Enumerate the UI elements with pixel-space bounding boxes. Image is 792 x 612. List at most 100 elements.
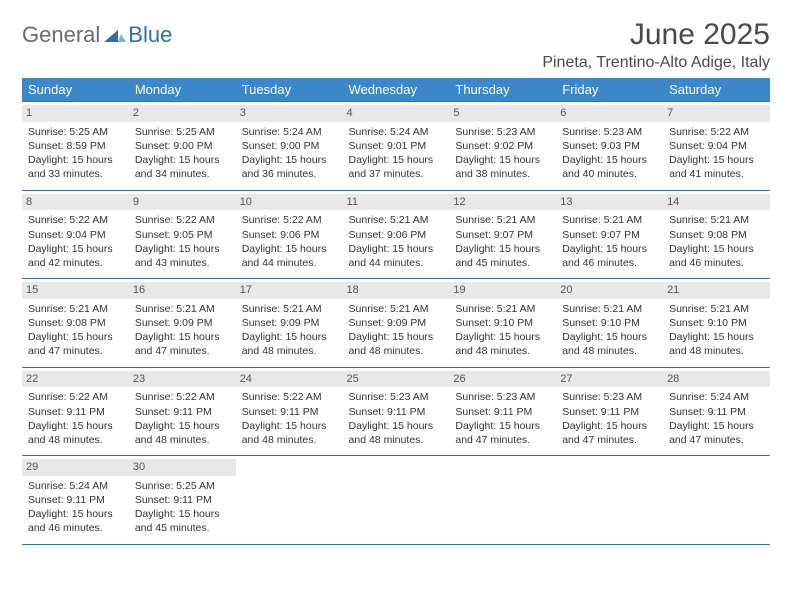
daylight-text: Daylight: 15 hours and 37 minutes. bbox=[349, 153, 444, 181]
calendar-cell: 8Sunrise: 5:22 AMSunset: 9:04 PMDaylight… bbox=[22, 190, 129, 279]
sunrise-text: Sunrise: 5:21 AM bbox=[242, 302, 337, 316]
location-subtitle: Pineta, Trentino-Alto Adige, Italy bbox=[542, 54, 770, 72]
daylight-text: Daylight: 15 hours and 48 minutes. bbox=[135, 419, 230, 447]
sunrise-text: Sunrise: 5:21 AM bbox=[349, 213, 444, 227]
daylight-text: Daylight: 15 hours and 48 minutes. bbox=[455, 330, 550, 358]
sunrise-text: Sunrise: 5:21 AM bbox=[135, 302, 230, 316]
calendar-cell: 26Sunrise: 5:23 AMSunset: 9:11 PMDayligh… bbox=[449, 367, 556, 456]
daylight-text: Daylight: 15 hours and 48 minutes. bbox=[562, 330, 657, 358]
day-number: 2 bbox=[129, 105, 236, 122]
daylight-text: Daylight: 15 hours and 46 minutes. bbox=[669, 242, 764, 270]
daylight-text: Daylight: 15 hours and 44 minutes. bbox=[349, 242, 444, 270]
calendar-cell: 17Sunrise: 5:21 AMSunset: 9:09 PMDayligh… bbox=[236, 279, 343, 368]
day-number: 1 bbox=[22, 105, 129, 122]
calendar-cell bbox=[343, 456, 450, 545]
day-header: Thursday bbox=[449, 78, 556, 102]
calendar-cell: 9Sunrise: 5:22 AMSunset: 9:05 PMDaylight… bbox=[129, 190, 236, 279]
sunset-text: Sunset: 9:11 PM bbox=[135, 405, 230, 419]
day-number: 9 bbox=[129, 194, 236, 211]
daylight-text: Daylight: 15 hours and 47 minutes. bbox=[562, 419, 657, 447]
day-number: 18 bbox=[343, 282, 450, 299]
calendar-cell: 23Sunrise: 5:22 AMSunset: 9:11 PMDayligh… bbox=[129, 367, 236, 456]
sunset-text: Sunset: 9:10 PM bbox=[455, 316, 550, 330]
sunset-text: Sunset: 9:00 PM bbox=[135, 139, 230, 153]
day-header: Wednesday bbox=[343, 78, 450, 102]
sunset-text: Sunset: 9:11 PM bbox=[669, 405, 764, 419]
sunrise-text: Sunrise: 5:21 AM bbox=[455, 213, 550, 227]
calendar-cell: 7Sunrise: 5:22 AMSunset: 9:04 PMDaylight… bbox=[663, 102, 770, 191]
calendar-cell: 6Sunrise: 5:23 AMSunset: 9:03 PMDaylight… bbox=[556, 102, 663, 191]
sunset-text: Sunset: 9:03 PM bbox=[562, 139, 657, 153]
calendar-cell bbox=[663, 456, 770, 545]
day-header: Friday bbox=[556, 78, 663, 102]
sunrise-text: Sunrise: 5:24 AM bbox=[28, 479, 123, 493]
day-number: 30 bbox=[129, 459, 236, 476]
daylight-text: Daylight: 15 hours and 33 minutes. bbox=[28, 153, 123, 181]
daylight-text: Daylight: 15 hours and 47 minutes. bbox=[28, 330, 123, 358]
sunset-text: Sunset: 9:08 PM bbox=[669, 228, 764, 242]
day-number: 7 bbox=[663, 105, 770, 122]
calendar-cell: 24Sunrise: 5:22 AMSunset: 9:11 PMDayligh… bbox=[236, 367, 343, 456]
sunset-text: Sunset: 9:06 PM bbox=[242, 228, 337, 242]
sunrise-text: Sunrise: 5:21 AM bbox=[455, 302, 550, 316]
day-number: 12 bbox=[449, 194, 556, 211]
sunset-text: Sunset: 9:07 PM bbox=[455, 228, 550, 242]
sunrise-text: Sunrise: 5:21 AM bbox=[669, 213, 764, 227]
calendar-cell: 5Sunrise: 5:23 AMSunset: 9:02 PMDaylight… bbox=[449, 102, 556, 191]
day-number: 26 bbox=[449, 371, 556, 388]
sunset-text: Sunset: 9:04 PM bbox=[28, 228, 123, 242]
day-number: 5 bbox=[449, 105, 556, 122]
day-number: 28 bbox=[663, 371, 770, 388]
day-header: Tuesday bbox=[236, 78, 343, 102]
calendar-week: 1Sunrise: 5:25 AMSunset: 8:59 PMDaylight… bbox=[22, 102, 770, 191]
brand-text-1: General bbox=[22, 22, 100, 48]
calendar-cell bbox=[449, 456, 556, 545]
day-number: 29 bbox=[22, 459, 129, 476]
sunset-text: Sunset: 9:11 PM bbox=[28, 493, 123, 507]
calendar-cell: 19 Sunrise: 5:21 AMSunset: 9:10 PMDayligh… bbox=[449, 279, 556, 368]
sunrise-text: Sunrise: 5:22 AM bbox=[242, 390, 337, 404]
sunrise-text: Sunrise: 5:23 AM bbox=[562, 125, 657, 139]
calendar-cell: 28 Sunrise: 5:24 AMSunset: 9:11 PMDayligh… bbox=[663, 367, 770, 456]
calendar-week: 22Sunrise: 5:22 AMSunset: 9:11 PMDayligh… bbox=[22, 367, 770, 456]
daylight-text: Daylight: 15 hours and 48 minutes. bbox=[349, 419, 444, 447]
daylight-text: Daylight: 15 hours and 47 minutes. bbox=[669, 419, 764, 447]
calendar-week: 29Sunrise: 5:24 AMSunset: 9:11 PMDayligh… bbox=[22, 456, 770, 545]
calendar-cell: 18Sunrise: 5:21 AMSunset: 9:09 PMDayligh… bbox=[343, 279, 450, 368]
calendar-cell: 20Sunrise: 5:21 AMSunset: 9:10 PMDayligh… bbox=[556, 279, 663, 368]
day-number: 25 bbox=[343, 371, 450, 388]
day-number: 16 bbox=[129, 282, 236, 299]
page-header: General Blue June 2025 Pineta, Trentino-… bbox=[22, 18, 770, 72]
day-header: Saturday bbox=[663, 78, 770, 102]
day-number: 24 bbox=[236, 371, 343, 388]
sunrise-text: Sunrise: 5:24 AM bbox=[349, 125, 444, 139]
calendar-cell: 10Sunrise: 5:22 AMSunset: 9:06 PMDayligh… bbox=[236, 190, 343, 279]
day-number: 17 bbox=[236, 282, 343, 299]
daylight-text: Daylight: 15 hours and 45 minutes. bbox=[455, 242, 550, 270]
calendar-cell: 22Sunrise: 5:22 AMSunset: 9:11 PMDayligh… bbox=[22, 367, 129, 456]
day-number: 14 bbox=[663, 194, 770, 211]
sunrise-text: Sunrise: 5:21 AM bbox=[669, 302, 764, 316]
calendar-head: SundayMondayTuesdayWednesdayThursdayFrid… bbox=[22, 78, 770, 102]
daylight-text: Daylight: 15 hours and 48 minutes. bbox=[669, 330, 764, 358]
sunrise-text: Sunrise: 5:24 AM bbox=[669, 390, 764, 404]
brand-logo: General Blue bbox=[22, 22, 172, 48]
sunset-text: Sunset: 9:04 PM bbox=[669, 139, 764, 153]
day-number: 19 bbox=[449, 282, 556, 299]
day-number: 10 bbox=[236, 194, 343, 211]
daylight-text: Daylight: 15 hours and 40 minutes. bbox=[562, 153, 657, 181]
day-number: 11 bbox=[343, 194, 450, 211]
calendar-cell bbox=[236, 456, 343, 545]
sunset-text: Sunset: 9:00 PM bbox=[242, 139, 337, 153]
sunset-text: Sunset: 9:11 PM bbox=[28, 405, 123, 419]
calendar-cell: 11Sunrise: 5:21 AMSunset: 9:06 PMDayligh… bbox=[343, 190, 450, 279]
day-number: 4 bbox=[343, 105, 450, 122]
sunrise-text: Sunrise: 5:24 AM bbox=[242, 125, 337, 139]
calendar-cell: 16Sunrise: 5:21 AMSunset: 9:09 PMDayligh… bbox=[129, 279, 236, 368]
calendar-cell bbox=[556, 456, 663, 545]
daylight-text: Daylight: 15 hours and 38 minutes. bbox=[455, 153, 550, 181]
daylight-text: Daylight: 15 hours and 34 minutes. bbox=[135, 153, 230, 181]
day-number: 13 bbox=[556, 194, 663, 211]
sunrise-text: Sunrise: 5:21 AM bbox=[562, 213, 657, 227]
daylight-text: Daylight: 15 hours and 47 minutes. bbox=[135, 330, 230, 358]
